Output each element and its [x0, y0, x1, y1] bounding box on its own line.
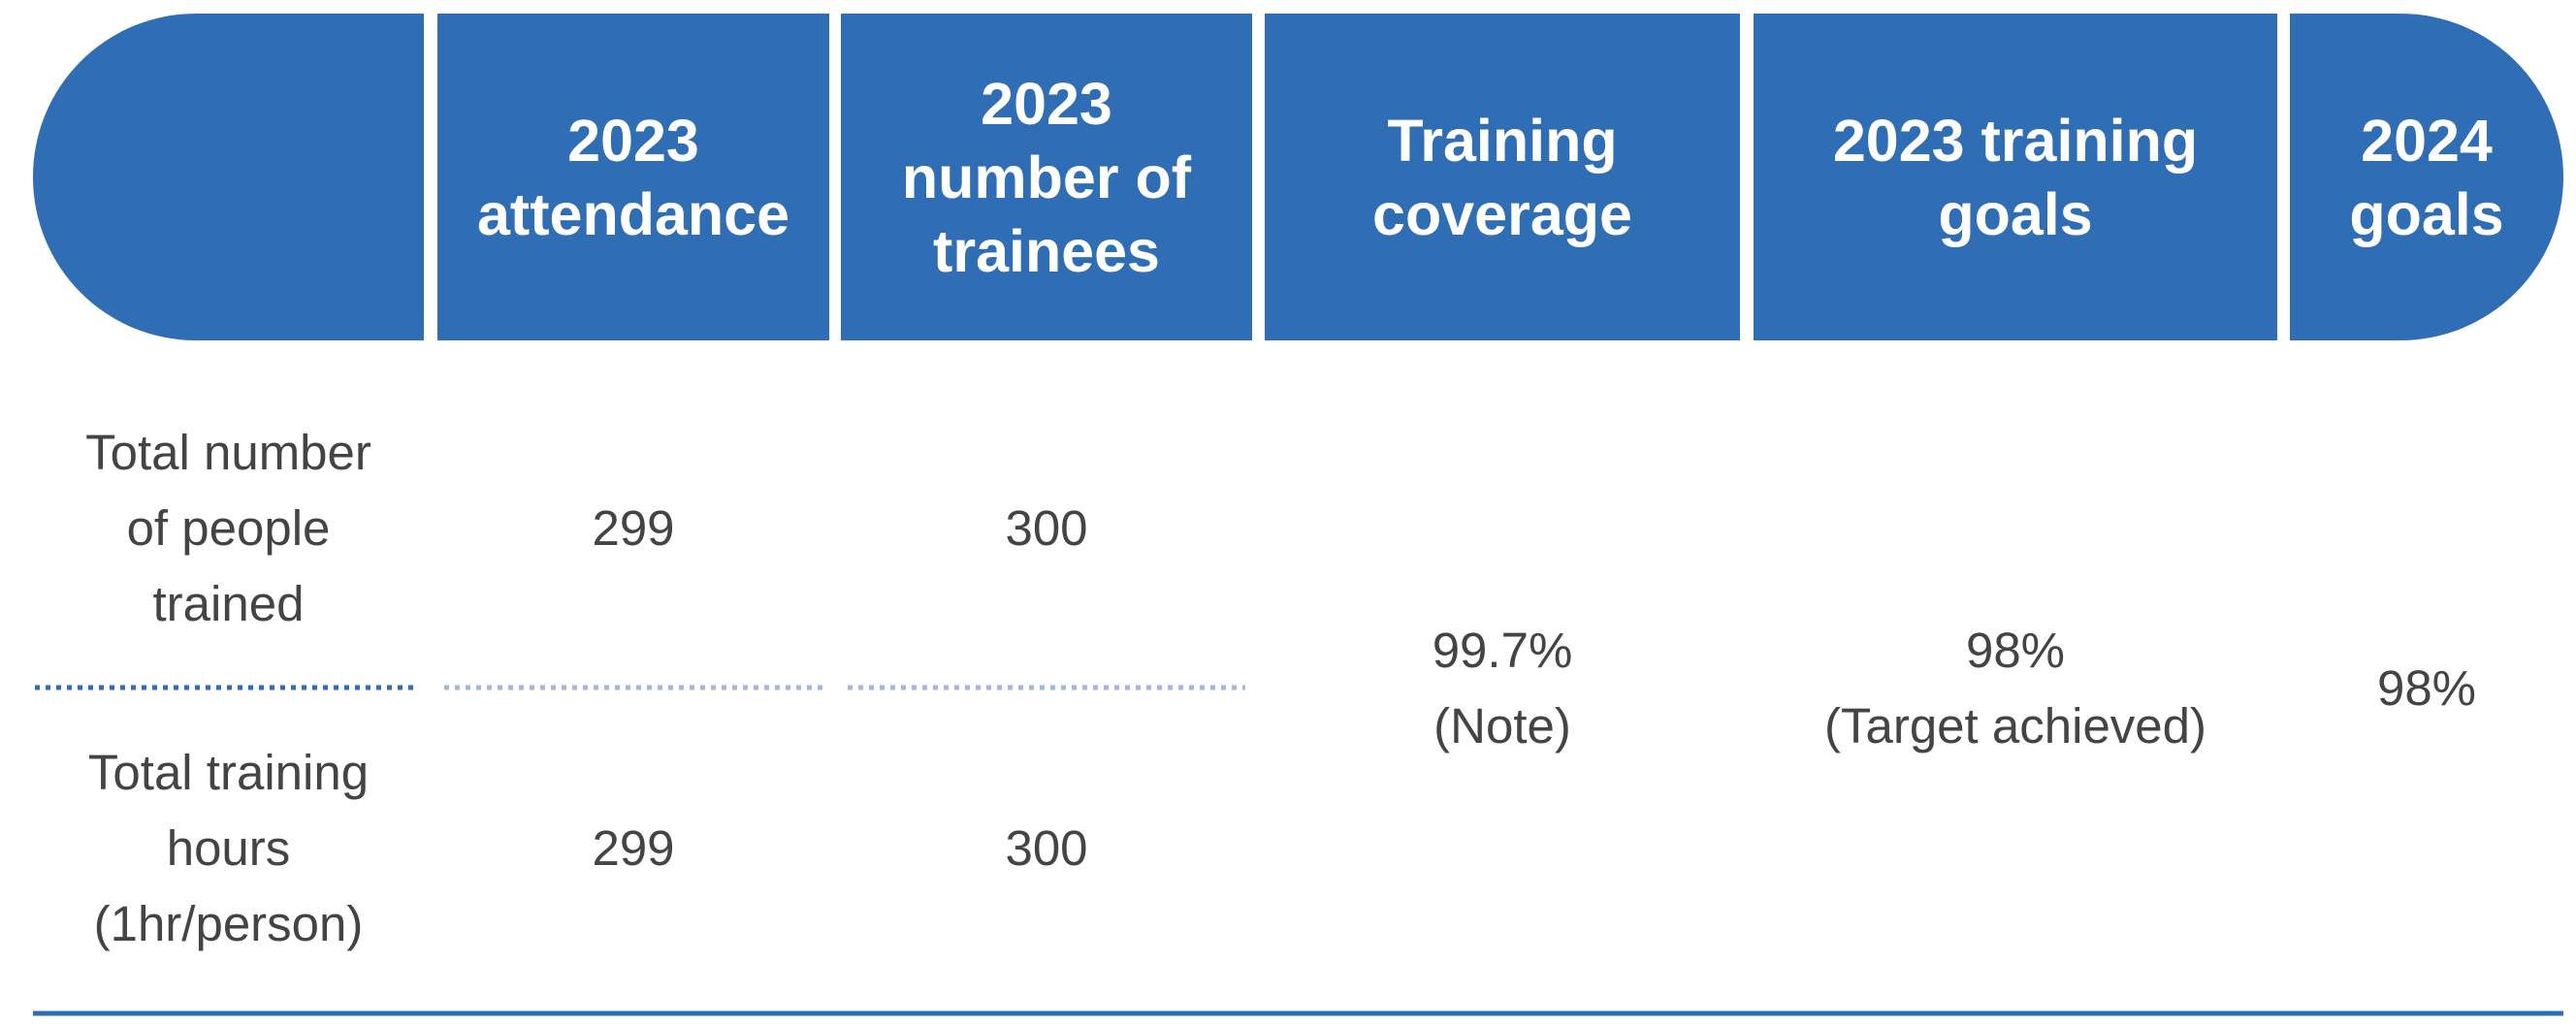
merged-note: (Target achieved): [1823, 698, 2207, 753]
row-label-cell: Total training hours (1hr/person): [33, 688, 424, 1009]
header-text: 2023 training goals: [1832, 107, 2199, 247]
merged-cell: 98%: [2290, 369, 2563, 1009]
header-text: 2023 attendance: [476, 107, 790, 247]
header-text: 2024 goals: [2349, 107, 2504, 247]
value-cell: 299: [437, 369, 829, 688]
merged-value: 99.7%: [1432, 623, 1573, 678]
column-separator: [2277, 14, 2290, 340]
value-text: 300: [1005, 499, 1088, 556]
merged-content: 98% (Target achieved): [1824, 613, 2206, 764]
merged-content: 98%: [2377, 651, 2476, 726]
merged-content: 99.7% (Note): [1433, 613, 1573, 764]
row-label: Total training hours (1hr/person): [87, 744, 370, 951]
header-cell: Training coverage: [1265, 14, 1740, 340]
column-separator: [424, 14, 437, 340]
header-cell: 2023 number of trainees: [841, 14, 1252, 340]
merged-value: 98%: [1965, 623, 2066, 678]
merged-note: (Note): [1433, 698, 1571, 753]
value-cell: 300: [841, 688, 1252, 1009]
header-cell: 2023 attendance: [437, 14, 829, 340]
row-label-cell: Total number of people trained: [33, 369, 424, 688]
header-text: 2023 number of trainees: [901, 70, 1192, 284]
header-cell: 2023 training goals: [1754, 14, 2277, 340]
column-separator: [829, 14, 841, 340]
value-text: 299: [592, 499, 675, 556]
column-separator: [1252, 14, 1265, 340]
header-cell: 2024 goals: [2290, 14, 2563, 340]
row-label: Total number of people trained: [85, 424, 371, 631]
value-text: 300: [1005, 819, 1088, 876]
value-cell: 300: [841, 369, 1252, 688]
column-separator: [1740, 14, 1754, 340]
header-band: [33, 14, 2563, 340]
header-text: Training coverage: [1372, 107, 1632, 247]
merged-cell: 98% (Target achieved): [1754, 369, 2277, 1009]
value-text: 299: [592, 819, 675, 876]
merged-cell: 99.7% (Note): [1265, 369, 1740, 1009]
value-cell: 299: [437, 688, 829, 1009]
merged-value: 98%: [2376, 660, 2477, 716]
